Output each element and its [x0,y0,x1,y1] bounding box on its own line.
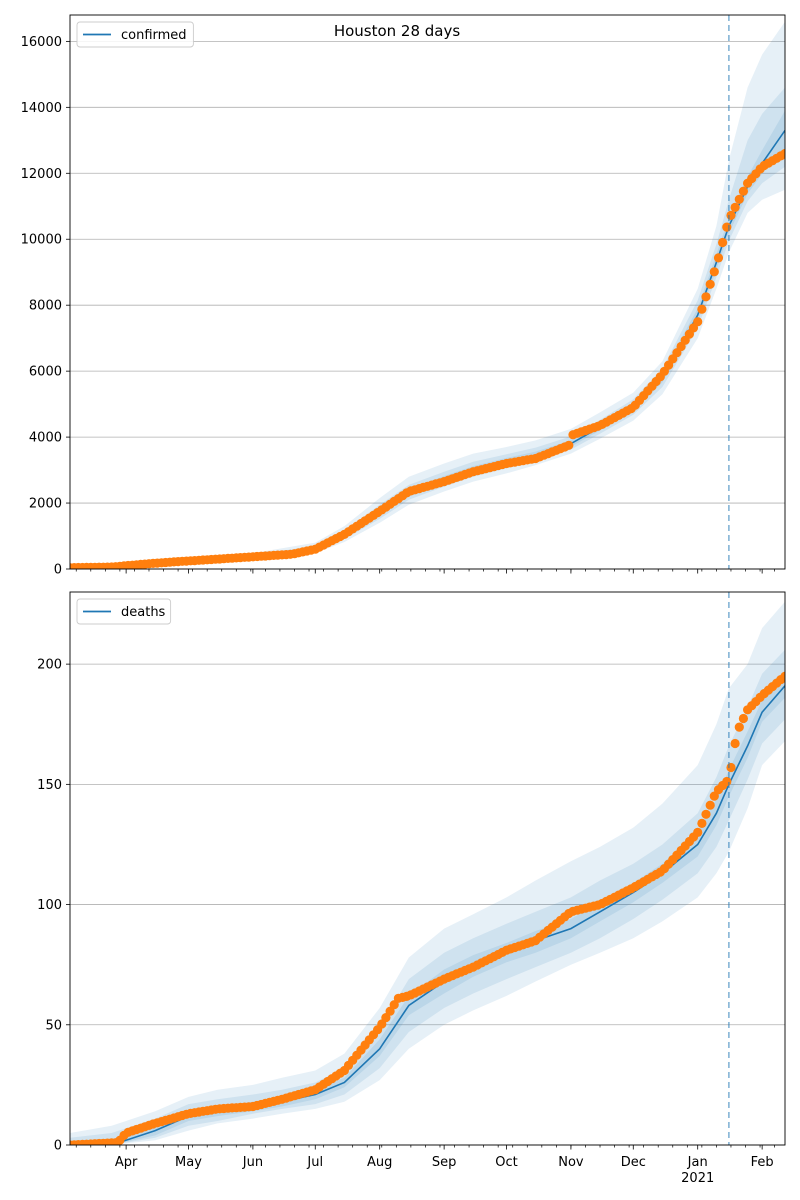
legend-box [76,598,172,625]
observed-point [709,267,719,277]
y-tick-label: 12000 [21,167,62,182]
observed-point [738,186,749,196]
x-tick-label: Nov [558,1155,584,1170]
x-ticks [75,1145,775,1150]
observed-point [726,762,736,773]
observed-point [734,722,744,732]
axes-frame [69,14,786,570]
x-tick-label: Aug [367,1155,392,1170]
observed-point [730,738,740,749]
x-tick-label: Apr [115,1155,138,1170]
observed-point [701,809,711,819]
y-tick-label: 6000 [29,365,62,380]
observed-point [730,202,740,212]
x-tick-label: Jun [242,1155,263,1170]
x-tick-sublabel: 2021 [681,1171,714,1186]
y-tick-label: 200 [37,658,62,673]
deaths-panel: 0 50 100 150 200 Apr May Jun Jul Aug Sep Oct Nov Dec J… [37,591,786,1186]
observed-point [780,148,785,159]
x-tick-label: Dec [621,1155,646,1170]
y-tick-label: 10000 [21,233,62,248]
observed-point [780,671,785,681]
observed-point [693,827,703,838]
plot-area [70,601,785,1145]
y-tick-labels: 0 50 100 150 200 [37,658,70,1154]
observed-point [734,194,744,204]
y-tick-label: 8000 [29,299,62,314]
legend-label: deaths [121,605,166,620]
chart-title: Houston 28 days [334,22,461,40]
y-tick-label: 100 [37,898,62,913]
y-tick-label: 0 [54,563,62,578]
y-gridlines [70,40,785,570]
plot-area [70,21,785,569]
x-tick-label: Feb [751,1155,774,1170]
observed-point [564,440,574,450]
confirmed-panel: 0 2000 4000 6000 8000 10000 12000 14000 16000 con… [21,14,786,578]
observed-point [713,253,724,263]
band-outer [70,21,785,569]
observed-point [693,317,703,327]
axes-frame [69,591,786,1146]
observed-points [70,148,785,569]
x-tick-label: Jan [687,1155,708,1170]
observed-point [726,210,736,220]
observed-point [738,713,749,724]
model-line [70,685,785,1145]
observed-point [705,800,715,810]
observed-points [70,671,785,1145]
observed-point [722,776,732,787]
y-tick-label: 0 [54,1139,62,1154]
y-tick-label: 2000 [29,497,62,512]
legend-box [76,21,194,48]
y-tick-label: 150 [37,778,62,793]
observed-point [709,791,719,801]
legend-label: confirmed [121,28,187,43]
x-ticks [75,569,775,574]
band-outer [70,601,785,1145]
y-tick-label: 50 [45,1018,62,1033]
observed-point [697,818,707,829]
observed-point [722,222,732,232]
band-middle [70,649,785,1145]
x-tick-label: Oct [495,1155,517,1170]
x-tick-label: Sep [432,1155,457,1170]
y-tick-label: 16000 [21,35,62,50]
legend: deaths [76,598,172,625]
x-tick-label: May [175,1155,202,1170]
observed-point [718,237,728,248]
y-tick-label: 4000 [29,431,62,446]
x-tick-label: Jul [306,1155,323,1170]
observed-point [697,304,707,314]
y-tick-label: 14000 [21,101,62,116]
observed-point [705,279,715,289]
observed-point [701,292,711,302]
y-tick-labels: 0 2000 4000 6000 8000 10000 12000 14000 16000 [21,35,70,578]
legend: confirmed [76,21,194,48]
